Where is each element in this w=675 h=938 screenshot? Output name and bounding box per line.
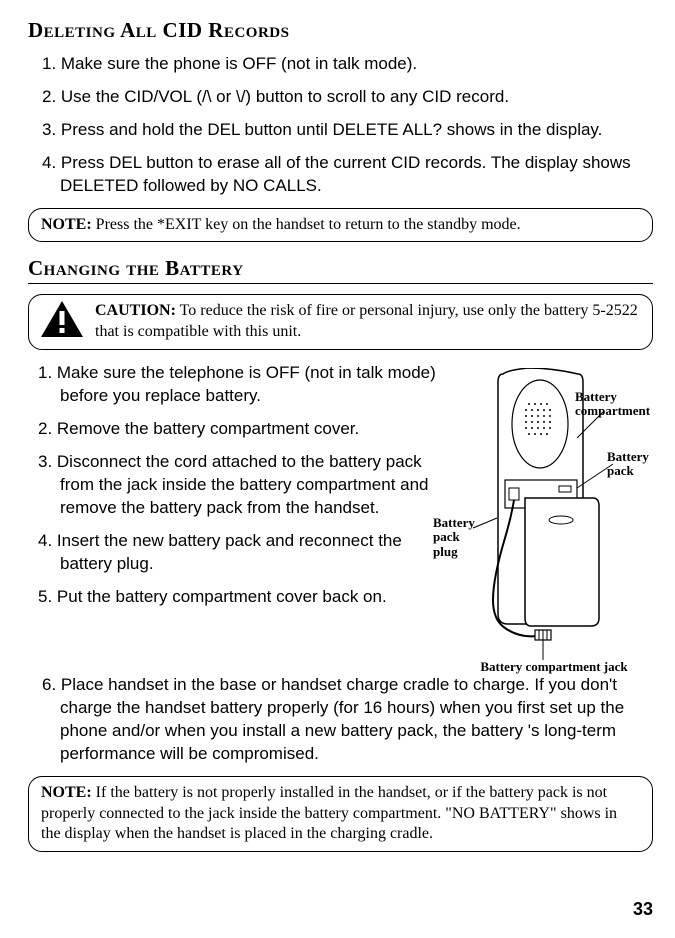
- s2-step5: 5. Put the battery compartment cover bac…: [28, 586, 441, 609]
- section2-title: Changing the Battery: [28, 256, 653, 284]
- caution-icon: [39, 299, 85, 339]
- section1-title: Deleting All CID Records: [28, 18, 653, 43]
- label-plug: Battery pack plug: [433, 516, 483, 559]
- label-jack: Battery compartment jack: [459, 660, 649, 674]
- caution-box: CAUTION: To reduce the risk of fire or p…: [28, 294, 653, 350]
- s2-step3: 3. Disconnect the cord attached to the b…: [28, 451, 441, 520]
- s2-step6: 6. Place handset in the base or handset …: [28, 674, 653, 766]
- s2-note: NOTE: If the battery is not properly ins…: [28, 776, 653, 852]
- label-compartment: Battery compartment: [575, 390, 655, 419]
- label-pack: Battery pack: [607, 450, 657, 479]
- note2-label: NOTE:: [41, 784, 92, 801]
- note2-text: If the battery is not properly installed…: [41, 784, 617, 843]
- s2-step1: 1. Make sure the telephone is OFF (not i…: [28, 362, 441, 408]
- handset-diagram: Battery compartment Battery pack Battery…: [453, 368, 653, 678]
- caution-label: CAUTION:: [95, 302, 176, 319]
- caution-text: To reduce the risk of fire or personal i…: [95, 302, 638, 340]
- note-label: NOTE:: [41, 216, 92, 233]
- s2-step2: 2. Remove the battery compartment cover.: [28, 418, 441, 441]
- s1-step2: 2. Use the CID/VOL (/\ or \/) button to …: [28, 86, 653, 109]
- s1-step1: 1. Make sure the phone is OFF (not in ta…: [28, 53, 653, 76]
- page-number: 33: [633, 899, 653, 920]
- note-text: Press the *EXIT key on the handset to re…: [92, 216, 521, 233]
- s2-step4: 4. Insert the new battery pack and recon…: [28, 530, 441, 576]
- s1-step4: 4. Press DEL button to erase all of the …: [28, 152, 653, 198]
- diagram-column: Battery compartment Battery pack Battery…: [453, 362, 653, 678]
- steps-column: 1. Make sure the telephone is OFF (not i…: [28, 362, 441, 678]
- s1-step3: 3. Press and hold the DEL button until D…: [28, 119, 653, 142]
- s1-note: NOTE: Press the *EXIT key on the handset…: [28, 208, 653, 243]
